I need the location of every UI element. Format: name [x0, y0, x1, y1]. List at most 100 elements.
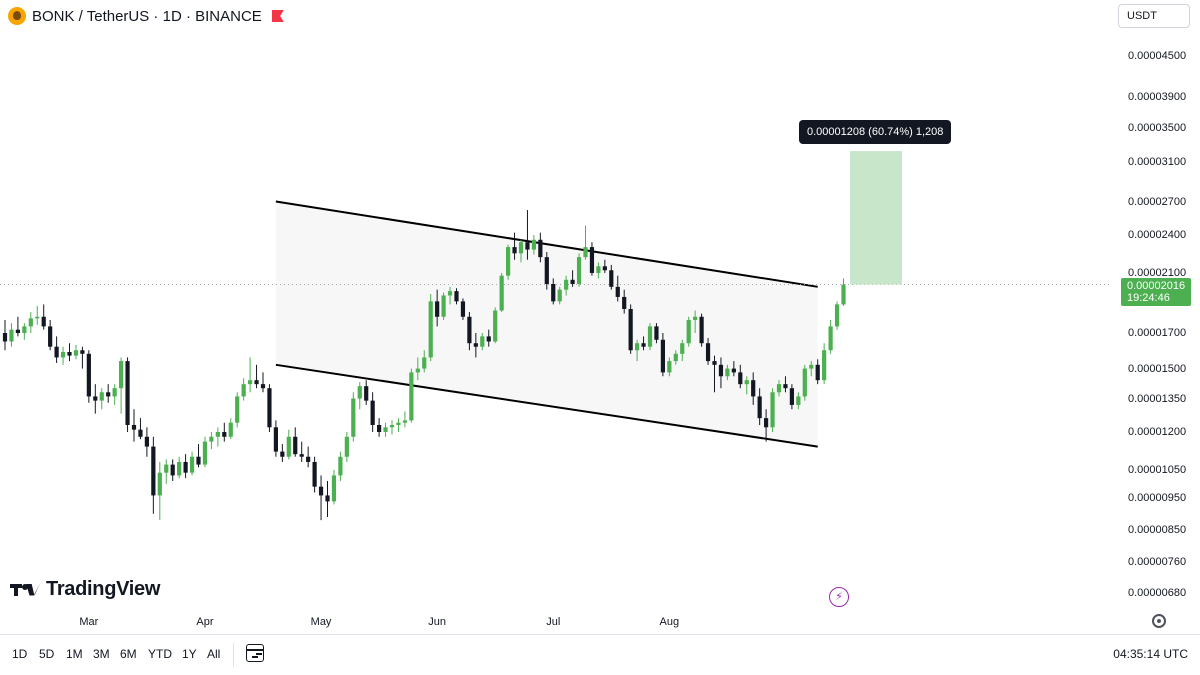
- range-1y-button[interactable]: 1Y: [182, 647, 197, 661]
- candle-down: [570, 270, 575, 287]
- range-all-button[interactable]: All: [207, 647, 221, 661]
- candle-body: [357, 386, 362, 399]
- candle-body: [112, 388, 117, 397]
- red-flag-icon[interactable]: [271, 10, 284, 22]
- currency-selector[interactable]: USDT: [1118, 4, 1190, 28]
- candle-body: [241, 384, 246, 397]
- utc-clock[interactable]: 04:35:14 UTC: [1113, 647, 1188, 661]
- candle-up: [564, 275, 569, 296]
- range-1d-button[interactable]: 1D: [12, 647, 28, 661]
- candle-body: [202, 441, 208, 465]
- calendar-goto-date-icon[interactable]: [246, 644, 264, 662]
- candle-up: [802, 364, 807, 401]
- candle-down: [551, 278, 556, 305]
- candle-up: [822, 343, 827, 385]
- candle-body: [60, 352, 66, 358]
- candle-body: [622, 296, 627, 309]
- range-6m-button[interactable]: 6M: [120, 647, 137, 661]
- candle-down: [538, 232, 543, 263]
- candle-down: [138, 418, 143, 440]
- candle-down: [306, 446, 311, 468]
- candle-body: [673, 353, 678, 362]
- candle-body: [35, 316, 40, 319]
- candle-body: [125, 361, 130, 425]
- range-3m-button[interactable]: 3M: [93, 647, 110, 661]
- candle-down: [738, 364, 743, 389]
- candle-down: [325, 480, 330, 517]
- candle-down: [67, 343, 72, 362]
- candle-up: [331, 469, 337, 505]
- candle-up: [725, 364, 730, 381]
- candle-down: [41, 304, 46, 330]
- candle-down: [144, 427, 149, 457]
- candle-up: [518, 239, 524, 263]
- candle-body: [138, 429, 143, 437]
- candle-body: [641, 343, 646, 347]
- candle-up: [841, 278, 846, 306]
- last-price-value: 0.00002016: [1127, 280, 1186, 292]
- settings-gear-icon[interactable]: [1152, 614, 1166, 628]
- candle-up: [596, 262, 601, 279]
- candle-up: [177, 456, 182, 479]
- candle-body: [344, 436, 349, 457]
- candle-up: [383, 422, 388, 437]
- candle-body: [615, 286, 620, 297]
- candle-body: [628, 308, 633, 351]
- price-scale-label: 0.00000850: [1128, 524, 1187, 536]
- candle-body: [480, 336, 485, 347]
- projection-box: [850, 151, 902, 285]
- candle-up: [506, 244, 511, 280]
- candle-body: [447, 291, 453, 296]
- candle-down: [544, 252, 549, 290]
- candle-body: [151, 446, 156, 496]
- candle-body: [525, 242, 530, 250]
- range-ytd-button[interactable]: YTD: [148, 647, 172, 661]
- candle-up: [286, 429, 291, 460]
- range-5d-button[interactable]: 5D: [39, 647, 55, 661]
- candle-body: [602, 266, 607, 271]
- candle-body: [157, 472, 162, 496]
- candle-down: [273, 420, 278, 457]
- candle-down: [757, 388, 762, 425]
- candle-body: [331, 475, 337, 502]
- price-scale-label: 0.00002400: [1128, 229, 1187, 241]
- candle-up: [99, 388, 104, 410]
- candle-body: [699, 316, 704, 344]
- candle-up: [344, 432, 349, 462]
- candle-body: [454, 291, 459, 302]
- candle-down: [641, 336, 646, 351]
- candle-down: [15, 316, 20, 337]
- candle-up: [28, 312, 33, 334]
- candle-down: [196, 444, 201, 468]
- candle-body: [822, 350, 827, 381]
- candle-body: [841, 284, 846, 305]
- candle-body: [564, 279, 569, 290]
- candle-body: [318, 486, 324, 496]
- price-scale-label: 0.00001350: [1128, 392, 1187, 405]
- candle-body: [647, 326, 653, 347]
- price-scale-label: 0.00003900: [1128, 91, 1187, 103]
- candle-up: [576, 253, 582, 287]
- channel-upper-line: [275, 200, 818, 288]
- candle-body: [119, 361, 124, 389]
- candle-body: [589, 247, 595, 273]
- candle-body: [351, 398, 356, 437]
- candle-down: [254, 364, 259, 389]
- range-1m-button[interactable]: 1M: [66, 647, 83, 661]
- candle-body: [738, 372, 743, 385]
- candle-down: [312, 456, 317, 493]
- candle-down: [260, 372, 266, 393]
- price-scale-label: 0.00004500: [1128, 50, 1187, 63]
- lightning-bolt-icon[interactable]: ⚡: [829, 587, 849, 607]
- candle-body: [460, 301, 466, 317]
- tradingview-logo-icon: [10, 580, 42, 600]
- candle-body: [538, 239, 543, 258]
- symbol-title[interactable]: BONK / TetherUS · 1D · BINANCE: [32, 7, 262, 25]
- price-chart[interactable]: [0, 0, 1110, 610]
- price-scale-label: 0.00002100: [1128, 266, 1187, 279]
- candle-down: [131, 409, 137, 442]
- candle-body: [544, 257, 549, 284]
- candle-down: [151, 436, 156, 514]
- candle-down: [280, 444, 285, 462]
- measure-tooltip: 0.00001208 (60.74%) 1,208: [799, 120, 952, 144]
